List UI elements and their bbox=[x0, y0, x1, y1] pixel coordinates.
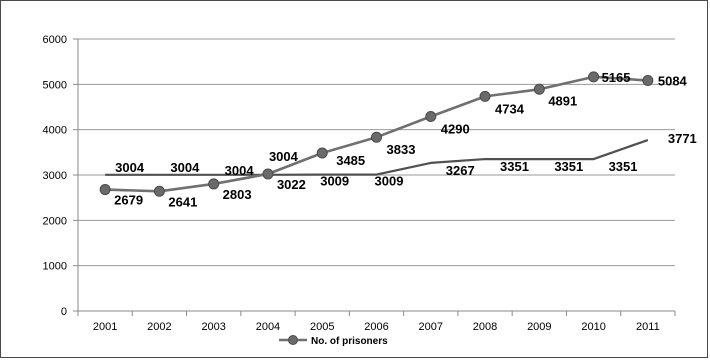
x-tick-label: 2002 bbox=[147, 321, 171, 333]
x-axis: 2001 2002 2003 2004 2005 2006 2007 2008 2009 2010… bbox=[77, 310, 676, 333]
y-tick-label: 1000 bbox=[43, 261, 67, 273]
x-tick-label: 2011 bbox=[636, 321, 660, 333]
data-point-prisoners bbox=[99, 184, 111, 196]
y-tick-label: 0 bbox=[61, 306, 67, 318]
data-point-prisoners bbox=[153, 185, 165, 197]
x-tick-label: 2003 bbox=[201, 321, 225, 333]
x-tick-label: 2009 bbox=[527, 321, 551, 333]
series-line-secondary bbox=[105, 139, 649, 176]
x-tick-label: 2007 bbox=[419, 321, 443, 333]
data-point-prisoners bbox=[479, 90, 491, 102]
y-tick-label: 5000 bbox=[43, 79, 67, 91]
data-label-secondary: 3009 bbox=[320, 174, 349, 189]
x-tick-label: 2006 bbox=[364, 321, 388, 333]
data-label-secondary: 3351 bbox=[554, 159, 583, 174]
data-point-prisoners bbox=[642, 75, 654, 87]
x-tick-label: 2001 bbox=[93, 321, 117, 333]
data-label-prisoners: 4891 bbox=[548, 93, 577, 108]
data-label-prisoners: 4290 bbox=[441, 122, 470, 137]
x-tick-label: 2004 bbox=[256, 321, 280, 333]
data-label-prisoners: 2679 bbox=[114, 193, 143, 208]
data-point-prisoners bbox=[371, 131, 382, 143]
x-tick-label: 2010 bbox=[581, 321, 605, 333]
data-label-prisoners: 3022 bbox=[277, 177, 306, 192]
data-label-secondary: 3351 bbox=[609, 159, 638, 174]
data-point-prisoners bbox=[425, 111, 437, 123]
data-point-prisoners bbox=[208, 178, 220, 190]
y-tick-label: 3000 bbox=[43, 170, 67, 182]
data-label-secondary: 3009 bbox=[375, 174, 404, 189]
data-label-prisoners: 4734 bbox=[495, 101, 525, 116]
plot-area: 2679 2641 2803 3022 3485 3833 4290 4734 4891 5165… bbox=[99, 70, 697, 209]
data-label-prisoners: 2803 bbox=[223, 187, 252, 202]
data-label-secondary: 3004 bbox=[269, 149, 299, 164]
data-label-secondary: 3004 bbox=[225, 163, 255, 178]
data-point-prisoners bbox=[316, 147, 328, 159]
data-label-prisoners: 5084 bbox=[658, 74, 688, 89]
legend-marker-swatch bbox=[288, 335, 298, 345]
data-label-prisoners: 5165 bbox=[602, 70, 631, 85]
y-tick-label: 2000 bbox=[43, 215, 67, 227]
data-point-prisoners bbox=[262, 168, 274, 180]
x-tick-label: 2005 bbox=[310, 321, 334, 333]
data-label-prisoners: 3833 bbox=[387, 142, 416, 157]
legend: No. of prisoners bbox=[279, 335, 388, 347]
x-tick-label: 2008 bbox=[473, 321, 497, 333]
y-axis: 0 1000 2000 3000 4000 5000 6000 bbox=[43, 34, 79, 318]
data-label-prisoners: 2641 bbox=[168, 194, 197, 209]
data-point-prisoners bbox=[533, 83, 545, 95]
data-label-secondary: 3771 bbox=[668, 131, 697, 146]
data-point-prisoners bbox=[588, 71, 600, 83]
legend-label: No. of prisoners bbox=[311, 336, 388, 347]
data-label-secondary: 3004 bbox=[170, 160, 200, 175]
data-label-secondary: 3351 bbox=[500, 159, 529, 174]
gridlines bbox=[78, 38, 675, 267]
y-tick-label: 4000 bbox=[43, 125, 67, 137]
data-label-secondary: 3267 bbox=[446, 163, 475, 178]
data-label-secondary: 3004 bbox=[115, 160, 145, 175]
data-label-prisoners: 3485 bbox=[336, 153, 365, 168]
y-tick-label: 6000 bbox=[43, 34, 67, 46]
